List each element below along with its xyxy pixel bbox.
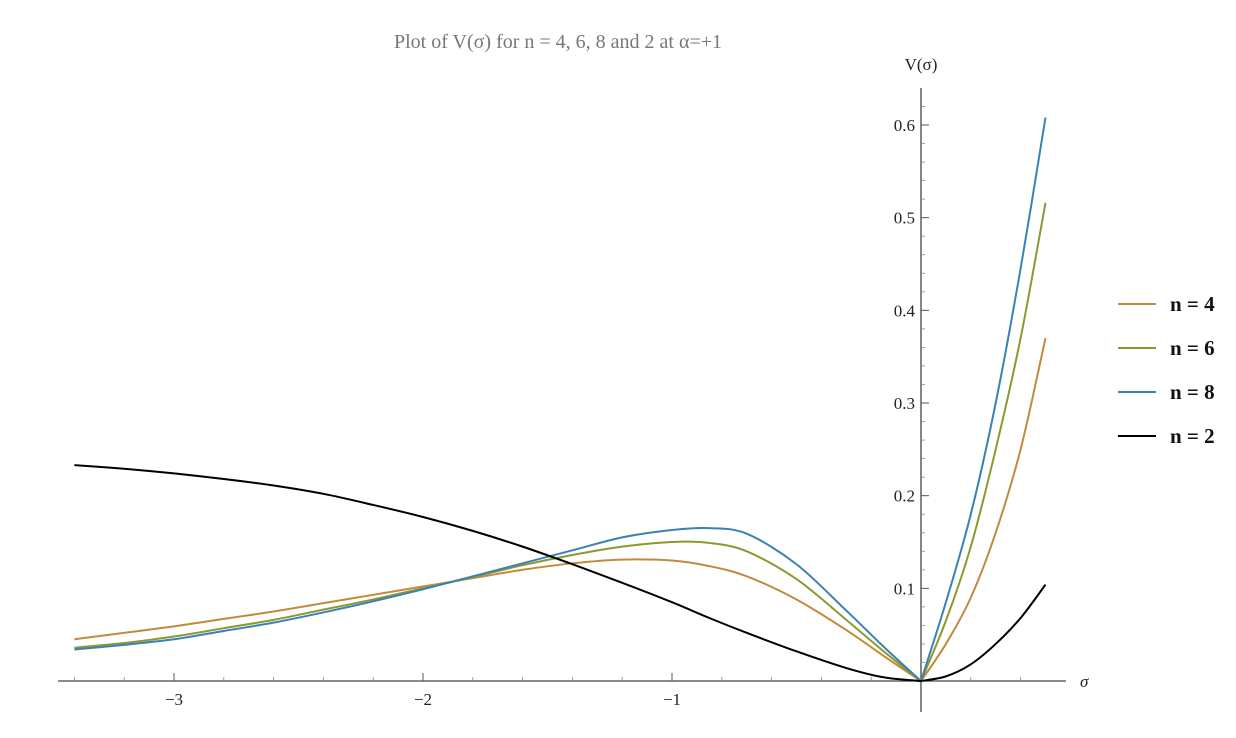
y-tick-label: 0.6	[894, 116, 915, 135]
y-tick-label: 0.4	[894, 301, 916, 320]
y-tick-label: 0.3	[894, 394, 915, 413]
plot-area	[74, 117, 1047, 682]
legend-label: n = 8	[1170, 380, 1215, 404]
legend-label: n = 4	[1170, 292, 1215, 316]
y-tick-label: 0.5	[894, 209, 915, 228]
y-tick-label: 0.1	[894, 579, 915, 598]
series-line-2	[74, 202, 1047, 682]
series-line-1	[74, 337, 1047, 682]
axes: −3 −2 −1 0.1 0.2 0.3 0.4 0.5 0.6 σ V(σ)	[58, 55, 1089, 712]
legend-label: n = 6	[1170, 336, 1215, 360]
legend: n = 4 n = 6 n = 8 n = 2	[1118, 292, 1215, 448]
series-line-4	[74, 464, 1047, 682]
series-line-3	[74, 117, 1047, 682]
x-tick-label: −3	[165, 690, 183, 709]
chart-title: Plot of V(σ) for n = 4, 6, 8 and 2 at α=…	[394, 31, 722, 53]
legend-label: n = 2	[1170, 424, 1215, 448]
y-tick-label: 0.2	[894, 487, 915, 506]
x-tick-label: −1	[663, 690, 681, 709]
x-axis-label: σ	[1080, 672, 1089, 691]
x-tick-label: −2	[414, 690, 432, 709]
y-axis-label: V(σ)	[905, 55, 938, 74]
